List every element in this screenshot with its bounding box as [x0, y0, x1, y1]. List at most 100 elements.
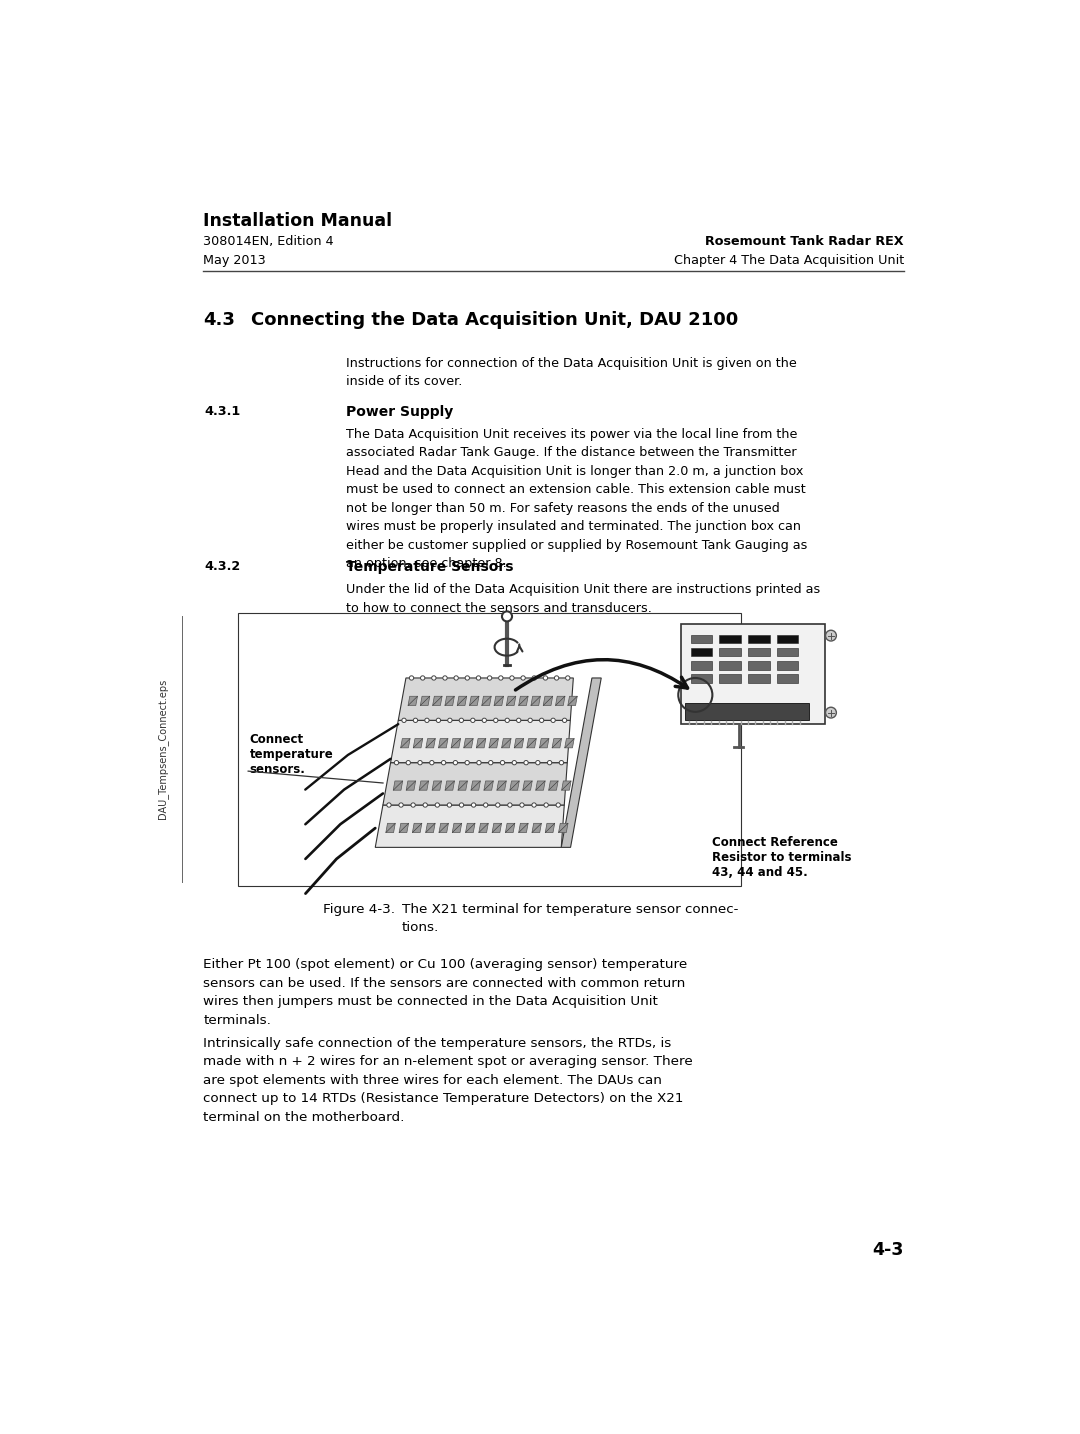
Polygon shape: [470, 697, 478, 706]
Bar: [748, 661, 770, 670]
Circle shape: [528, 718, 532, 723]
Polygon shape: [565, 739, 575, 749]
Bar: [685, 704, 809, 720]
Circle shape: [487, 675, 491, 680]
Polygon shape: [562, 782, 571, 790]
Polygon shape: [432, 782, 442, 790]
Bar: [681, 624, 825, 724]
Polygon shape: [413, 823, 422, 833]
Polygon shape: [433, 697, 442, 706]
Circle shape: [499, 675, 503, 680]
Circle shape: [502, 611, 512, 621]
Polygon shape: [532, 823, 541, 833]
Circle shape: [500, 760, 504, 764]
Polygon shape: [507, 697, 516, 706]
Text: Temperature Sensors: Temperature Sensors: [346, 561, 513, 574]
Polygon shape: [457, 697, 467, 706]
Text: 4-3: 4-3: [873, 1242, 904, 1259]
Circle shape: [414, 718, 418, 723]
Circle shape: [411, 803, 416, 807]
Circle shape: [394, 760, 399, 764]
Bar: [719, 674, 741, 683]
Polygon shape: [549, 782, 558, 790]
Circle shape: [551, 718, 555, 723]
Polygon shape: [492, 823, 501, 833]
Circle shape: [436, 718, 441, 723]
Bar: [777, 674, 798, 683]
Polygon shape: [438, 823, 448, 833]
Polygon shape: [451, 739, 460, 749]
Circle shape: [406, 760, 410, 764]
Circle shape: [488, 760, 492, 764]
Text: Connecting the Data Acquisition Unit, DAU 2100: Connecting the Data Acquisition Unit, DA…: [252, 311, 739, 328]
Circle shape: [448, 718, 453, 723]
Polygon shape: [555, 697, 565, 706]
Circle shape: [420, 675, 424, 680]
Polygon shape: [386, 823, 395, 833]
Polygon shape: [562, 678, 602, 847]
Circle shape: [447, 803, 451, 807]
Bar: [719, 661, 741, 670]
Circle shape: [454, 675, 458, 680]
Polygon shape: [426, 739, 435, 749]
Text: Chapter 4 The Data Acquisition Unit: Chapter 4 The Data Acquisition Unit: [674, 254, 904, 267]
Polygon shape: [393, 782, 403, 790]
Bar: [748, 635, 770, 644]
Bar: [748, 674, 770, 683]
Text: Either Pt 100 (spot element) or Cu 100 (averaging sensor) temperature
sensors ca: Either Pt 100 (spot element) or Cu 100 (…: [203, 958, 688, 1027]
Circle shape: [484, 803, 488, 807]
Circle shape: [465, 760, 470, 764]
Circle shape: [443, 675, 447, 680]
Circle shape: [554, 675, 558, 680]
Circle shape: [521, 675, 525, 680]
Polygon shape: [463, 739, 473, 749]
Text: Under the lid of the Data Acquisition Unit there are instructions printed as
to : Under the lid of the Data Acquisition Un…: [346, 584, 820, 615]
Polygon shape: [399, 678, 573, 720]
Polygon shape: [531, 697, 540, 706]
Polygon shape: [426, 823, 435, 833]
Circle shape: [387, 803, 391, 807]
Circle shape: [505, 718, 510, 723]
Text: Power Supply: Power Supply: [346, 404, 453, 419]
Polygon shape: [543, 697, 553, 706]
Polygon shape: [420, 697, 430, 706]
Polygon shape: [484, 782, 494, 790]
Bar: [748, 648, 770, 657]
Polygon shape: [375, 804, 564, 847]
Polygon shape: [558, 823, 568, 833]
Text: 4.3: 4.3: [203, 311, 235, 328]
Text: 308014EN, Edition 4: 308014EN, Edition 4: [203, 235, 334, 248]
Polygon shape: [400, 823, 408, 833]
Circle shape: [442, 760, 446, 764]
Text: May 2013: May 2013: [203, 254, 266, 267]
Text: Connect
temperature
sensors.: Connect temperature sensors.: [249, 733, 334, 776]
Bar: [691, 635, 713, 644]
Polygon shape: [536, 782, 545, 790]
Bar: [719, 648, 741, 657]
Circle shape: [548, 760, 552, 764]
Bar: [777, 648, 798, 657]
Circle shape: [825, 630, 836, 641]
Circle shape: [556, 803, 561, 807]
Polygon shape: [552, 739, 562, 749]
Polygon shape: [391, 720, 570, 763]
Circle shape: [543, 675, 548, 680]
Bar: [691, 661, 713, 670]
Circle shape: [459, 803, 463, 807]
Polygon shape: [453, 823, 461, 833]
Circle shape: [510, 675, 514, 680]
Polygon shape: [476, 739, 486, 749]
Circle shape: [540, 718, 544, 723]
Text: 4.3.1: 4.3.1: [205, 404, 241, 417]
Text: The Data Acquisition Unit receives its power via the local line from the
associa: The Data Acquisition Unit receives its p…: [346, 427, 807, 571]
Polygon shape: [501, 739, 511, 749]
Circle shape: [454, 760, 458, 764]
Polygon shape: [419, 782, 429, 790]
Circle shape: [432, 675, 436, 680]
Circle shape: [409, 675, 414, 680]
Circle shape: [494, 718, 498, 723]
Polygon shape: [408, 697, 418, 706]
Bar: [238, 612, 741, 886]
Polygon shape: [438, 739, 448, 749]
Bar: [691, 674, 713, 683]
